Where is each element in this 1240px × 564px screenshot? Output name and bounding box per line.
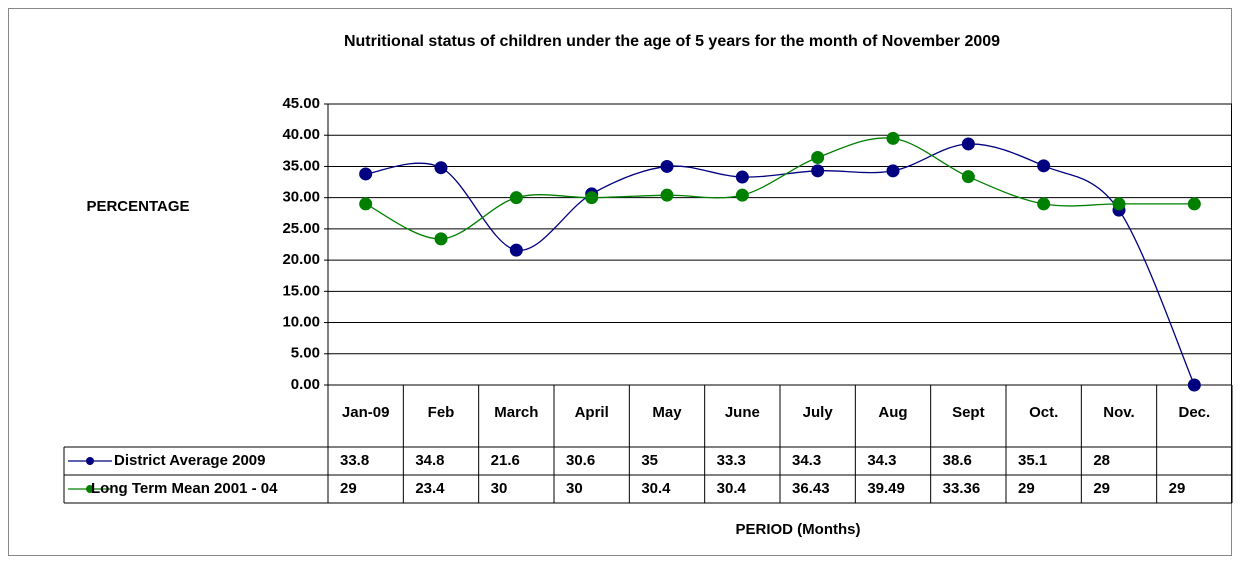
table-value: 33.36: [943, 480, 981, 497]
x-tick-label: Aug: [878, 404, 907, 421]
y-tick-label: 10.00: [282, 314, 320, 331]
y-tick-label: 35.00: [282, 157, 320, 174]
table-value: 35: [641, 452, 658, 469]
x-tick-label: May: [652, 404, 682, 421]
x-tick-label: Feb: [428, 404, 455, 421]
data-point: [660, 188, 674, 202]
x-tick-label: July: [803, 404, 834, 421]
data-point: [585, 191, 599, 205]
data-point: [961, 170, 975, 184]
table-value: 29: [1169, 480, 1186, 497]
table-value: 33.3: [717, 452, 746, 469]
y-tick-label: 30.00: [282, 189, 320, 206]
table-value: 30.6: [566, 452, 595, 469]
x-tick-label: Oct.: [1029, 404, 1058, 421]
table-value: 35.1: [1018, 452, 1047, 469]
x-tick-label: Nov.: [1103, 404, 1134, 421]
x-tick-label: June: [725, 404, 760, 421]
x-tick-label: Dec.: [1178, 404, 1210, 421]
data-point: [811, 151, 825, 165]
legend-marker: [86, 485, 94, 493]
data-point: [1037, 197, 1051, 211]
y-tick-label: 25.00: [282, 220, 320, 237]
x-tick-label: March: [494, 404, 538, 421]
table-value: 30: [566, 480, 583, 497]
data-point: [434, 232, 448, 246]
y-tick-label: 20.00: [282, 251, 320, 268]
y-tick-label: 15.00: [282, 282, 320, 299]
table-value: 21.6: [491, 452, 520, 469]
data-point: [434, 161, 448, 175]
chart-border: [8, 8, 1232, 556]
data-point: [886, 131, 900, 145]
table-value: 30.4: [717, 480, 747, 497]
data-point: [1187, 197, 1201, 211]
data-point: [886, 164, 900, 178]
table-value: 30: [491, 480, 508, 497]
series-line: [365, 137, 1195, 240]
table-value: 29: [1093, 480, 1110, 497]
table-value: 36.43: [792, 480, 830, 497]
data-point: [359, 197, 373, 211]
x-tick-label: Jan-09: [342, 404, 390, 421]
legend-label: Long Term Mean 2001 - 04: [91, 480, 278, 497]
data-point: [509, 191, 523, 205]
table-value: 29: [340, 480, 357, 497]
legend-label: District Average 2009: [114, 452, 265, 469]
table-value: 34.8: [415, 452, 444, 469]
table-value: 28: [1093, 452, 1110, 469]
y-axis-label: PERCENTAGE: [86, 198, 189, 215]
chart-title: Nutritional status of children under the…: [344, 33, 1000, 50]
data-point: [1037, 159, 1051, 173]
data-point: [660, 159, 674, 173]
data-point: [961, 137, 975, 151]
data-point: [811, 164, 825, 178]
x-tick-label: April: [575, 404, 609, 421]
data-point: [735, 170, 749, 184]
table-value: 23.4: [415, 480, 445, 497]
series-line: [365, 143, 1195, 386]
table-value: 39.49: [867, 480, 905, 497]
data-point: [359, 167, 373, 181]
y-tick-label: 45.00: [282, 95, 320, 112]
table-value: 33.8: [340, 452, 369, 469]
data-point: [1187, 378, 1201, 392]
x-tick-label: Sept: [952, 404, 985, 421]
y-tick-label: 0.00: [291, 376, 320, 393]
x-axis-label: PERIOD (Months): [736, 521, 861, 538]
data-point: [735, 188, 749, 202]
legend-marker: [86, 457, 94, 465]
data-point: [509, 243, 523, 257]
table-value: 29: [1018, 480, 1035, 497]
table-value: 30.4: [641, 480, 671, 497]
table-value: 34.3: [867, 452, 896, 469]
table-value: 38.6: [943, 452, 972, 469]
y-tick-label: 5.00: [291, 345, 320, 362]
table-value: 34.3: [792, 452, 821, 469]
data-point: [1112, 197, 1126, 211]
y-tick-label: 40.00: [282, 126, 320, 143]
